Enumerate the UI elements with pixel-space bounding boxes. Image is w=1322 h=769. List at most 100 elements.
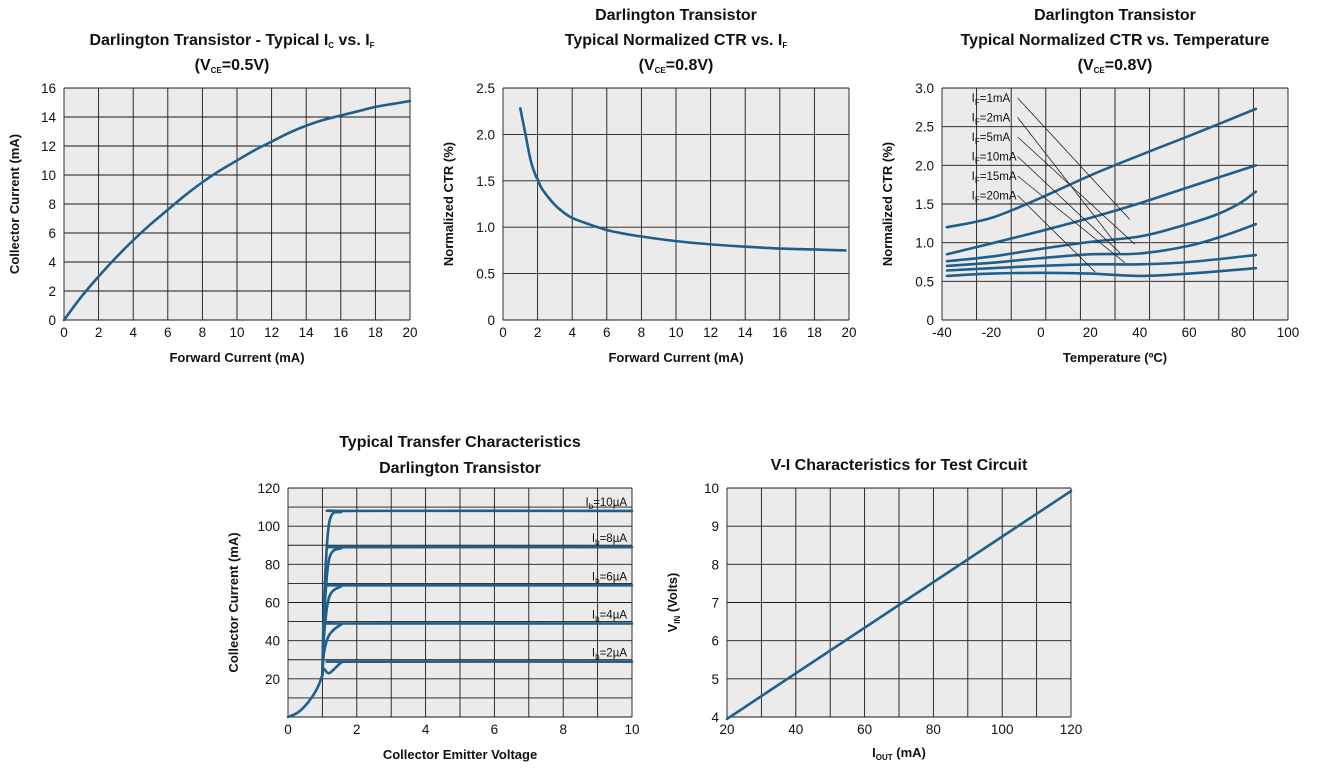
y-tick-label: 100 (257, 519, 280, 534)
y-tick-label: 8 (711, 557, 719, 572)
x-tick-label: 100 (1277, 325, 1300, 340)
y-tick-label: 12 (41, 139, 56, 154)
series-label: IF=1mA (972, 93, 1011, 107)
series-line-if-5mA (945, 190, 1258, 263)
x-tick-label: 120 (1060, 722, 1083, 737)
x-tick-label: 4 (568, 325, 576, 340)
x-axis-label: IOUT (mA) (872, 745, 926, 762)
series-line-if-20mA (945, 266, 1258, 278)
x-tick-label: 20 (1083, 325, 1098, 340)
series-label: Ib=2µA (592, 648, 627, 662)
y-tick-label: 40 (265, 634, 280, 649)
leader-line (1017, 136, 1136, 245)
chart-c4: 0 2 4 6 8 10 20 40 60 80 100 120 Typical Transfer Ch… (226, 434, 640, 762)
x-tick-label: 2 (534, 325, 542, 340)
y-tick-label: 2.0 (476, 127, 495, 142)
x-tick-label: 18 (807, 325, 822, 340)
series-label: Ib=4µA (592, 609, 627, 623)
y-tick-label: 1.5 (476, 174, 495, 189)
x-tick-label: 10 (624, 722, 639, 737)
x-tick-label: 0 (1037, 325, 1045, 340)
x-tick-label: 16 (333, 325, 348, 340)
y-tick-label: 0.5 (915, 274, 934, 289)
x-tick-label: 18 (368, 325, 383, 340)
x-tick-label: 6 (491, 722, 499, 737)
x-tick-label: 8 (638, 325, 646, 340)
x-axis-label: Forward Current (mA) (608, 350, 743, 365)
series-line (62, 99, 412, 322)
series-line-ib-6µA (321, 583, 634, 677)
x-tick-label: 20 (402, 325, 417, 340)
chart-title: Darlington Transistor (1034, 7, 1196, 24)
series-line (725, 489, 1073, 721)
series-line-ib-8µA (321, 545, 634, 677)
x-tick-label: 4 (129, 325, 137, 340)
x-tick-label: 10 (229, 325, 244, 340)
series-line (519, 107, 847, 252)
y-axis-label: VIN (Volts) (665, 573, 682, 633)
leader-line (1017, 156, 1121, 254)
y-axis-label: Normalized CTR (%) (441, 142, 456, 266)
x-tick-label: 0 (499, 325, 507, 340)
y-tick-label: 0.5 (476, 267, 495, 282)
y-tick-label: 20 (265, 672, 280, 687)
y-tick-label: 7 (711, 596, 719, 611)
chart-title: V-I Characteristics for Test Circuit (771, 457, 1028, 474)
chart-c2: 0 2 4 6 8 10 12 14 16 18 20 0 0.5 1.0 1.5 2.0 2.5 Darling… (441, 7, 857, 365)
x-tick-label: 16 (772, 325, 787, 340)
x-tick-label: 4 (422, 722, 430, 737)
chart-title: Typical Normalized CTR vs. Temperature (961, 32, 1270, 49)
series-line-if-10mA (945, 222, 1258, 268)
x-tick-label: 10 (668, 325, 683, 340)
chart-title: Typical Normalized CTR vs. IF (565, 32, 788, 50)
y-tick-label: 80 (265, 557, 280, 572)
x-tick-label: 12 (264, 325, 279, 340)
y-tick-label: 120 (257, 481, 280, 496)
x-tick-label: 0 (284, 722, 292, 737)
x-tick-label: 0 (60, 325, 68, 340)
series-line-if-2mA (945, 164, 1258, 256)
chart-c3: -40 -20 0 20 40 60 80 100 0 0.5 1.0 1.5 2.0 2.5 3.0 Dar… (880, 7, 1299, 365)
x-tick-label: 40 (788, 722, 803, 737)
chart-title: (VCE=0.8V) (639, 57, 714, 75)
x-tick-label: -40 (932, 325, 952, 340)
y-tick-label: 1.0 (915, 236, 934, 251)
y-tick-label: 1.5 (915, 197, 934, 212)
y-tick-label: 0 (926, 313, 934, 328)
y-axis-label: Collector Current (mA) (226, 532, 241, 672)
y-tick-label: 2.5 (476, 81, 495, 96)
x-tick-label: 80 (1231, 325, 1246, 340)
chart-title: (VCE=0.5V) (195, 57, 270, 75)
x-tick-label: 6 (164, 325, 172, 340)
leader-line (1017, 97, 1131, 220)
series-label: IF=2mA (972, 113, 1011, 127)
x-axis-label: Forward Current (mA) (169, 350, 304, 365)
x-tick-label: 8 (559, 722, 567, 737)
x-tick-label: 60 (857, 722, 872, 737)
x-axis-label: Collector Emitter Voltage (383, 747, 537, 762)
y-tick-label: 2.0 (915, 158, 934, 173)
y-tick-label: 10 (41, 168, 56, 183)
leader-line (1017, 117, 1116, 243)
x-tick-label: 2 (353, 722, 361, 737)
x-tick-label: 8 (199, 325, 207, 340)
series-label: IF=5mA (972, 132, 1011, 146)
y-tick-label: 1.0 (476, 220, 495, 235)
series-line-ib-2µA (321, 660, 634, 677)
series-label: IF=20mA (972, 191, 1017, 205)
x-tick-label: 6 (603, 325, 611, 340)
x-tick-label: -20 (982, 325, 1002, 340)
chart-c5: 20 40 60 80 100 120 4 5 6 7 8 9 10 V-I Characteristic… (665, 457, 1082, 762)
chart-c1: 0 2 4 6 8 10 12 14 16 18 20 0 2 4 6 8 10 12 14 16 Darlington… (7, 32, 418, 365)
chart-title: Darlington Transistor - Typical IC vs. I… (89, 32, 374, 50)
y-tick-label: 4 (48, 255, 56, 270)
x-tick-label: 2 (95, 325, 103, 340)
y-tick-label: 2 (48, 284, 56, 299)
y-tick-label: 8 (48, 197, 56, 212)
x-tick-label: 20 (719, 722, 734, 737)
y-tick-label: 16 (41, 81, 56, 96)
x-axis-label: Temperature (ºC) (1063, 350, 1167, 365)
series-common-curve (286, 673, 324, 719)
y-axis-label: Collector Current (mA) (7, 134, 22, 274)
y-axis-label: Normalized CTR (%) (880, 142, 895, 266)
